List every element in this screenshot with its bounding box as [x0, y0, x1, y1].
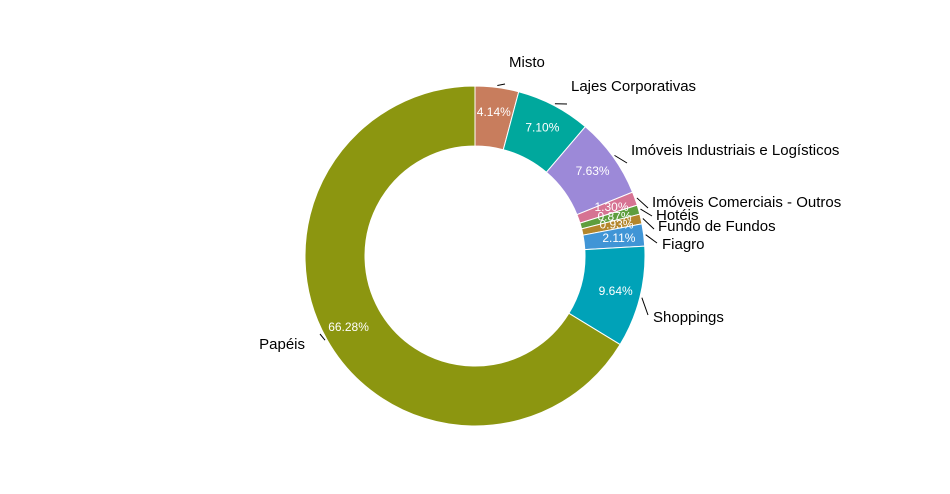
- pct-label-imoveis-comerciais-outros: 1.30%: [594, 200, 628, 214]
- category-label-fiagro: Fiagro: [662, 236, 705, 253]
- pct-label-shoppings: 9.64%: [599, 284, 633, 298]
- pct-label-lajes-corporativas: 7.10%: [525, 121, 559, 135]
- leader-line-misto: [497, 83, 506, 86]
- leader-line-fiagro: [645, 234, 658, 244]
- pct-label-fundo-de-fundos: 0.93%: [600, 217, 634, 231]
- percent-labels: 4.14% 7.10% 7.63% 1.30%0.87%0.93%2.11% 9.64%…: [328, 105, 636, 334]
- category-label-papeis: Papéis: [259, 336, 305, 353]
- leader-line-fundo-de-fundos: [642, 218, 655, 230]
- category-label-misto: Misto: [509, 54, 545, 71]
- category-label-shoppings: Shoppings: [653, 309, 724, 326]
- leader-line-hoteis: [640, 208, 653, 217]
- pct-label-hoteis: 0.87%: [597, 209, 631, 223]
- category-label-fundo-de-fundos: Fundo de Fundos: [658, 218, 776, 235]
- pct-label-imoveis-industriais-e-logisticos: 7.63%: [576, 164, 610, 178]
- category-labels: Misto Lajes Corporativas Imóveis Industria…: [259, 54, 841, 353]
- donut-slices: [304, 85, 646, 427]
- leader-line-imoveis-comerciais-outros: [636, 197, 649, 209]
- pct-label-papeis: 66.28%: [328, 320, 369, 334]
- pct-label-misto: 4.14%: [477, 105, 511, 119]
- category-label-imoveis-industriais-e-logisticos: Imóveis Industriais e Logísticos: [631, 142, 839, 159]
- leader-line-papeis: [319, 333, 326, 341]
- category-label-imoveis-comerciais-outros: Imóveis Comerciais - Outros: [652, 194, 841, 211]
- leader-line-shoppings: [641, 297, 649, 316]
- slice-papeis: [304, 85, 621, 427]
- leader-line-imoveis-industriais-e-logisticos: [614, 154, 628, 164]
- pct-label-fiagro: 2.11%: [602, 231, 635, 245]
- category-label-hoteis: Hotéis: [656, 207, 699, 224]
- category-label-lajes-corporativas: Lajes Corporativas: [571, 78, 696, 95]
